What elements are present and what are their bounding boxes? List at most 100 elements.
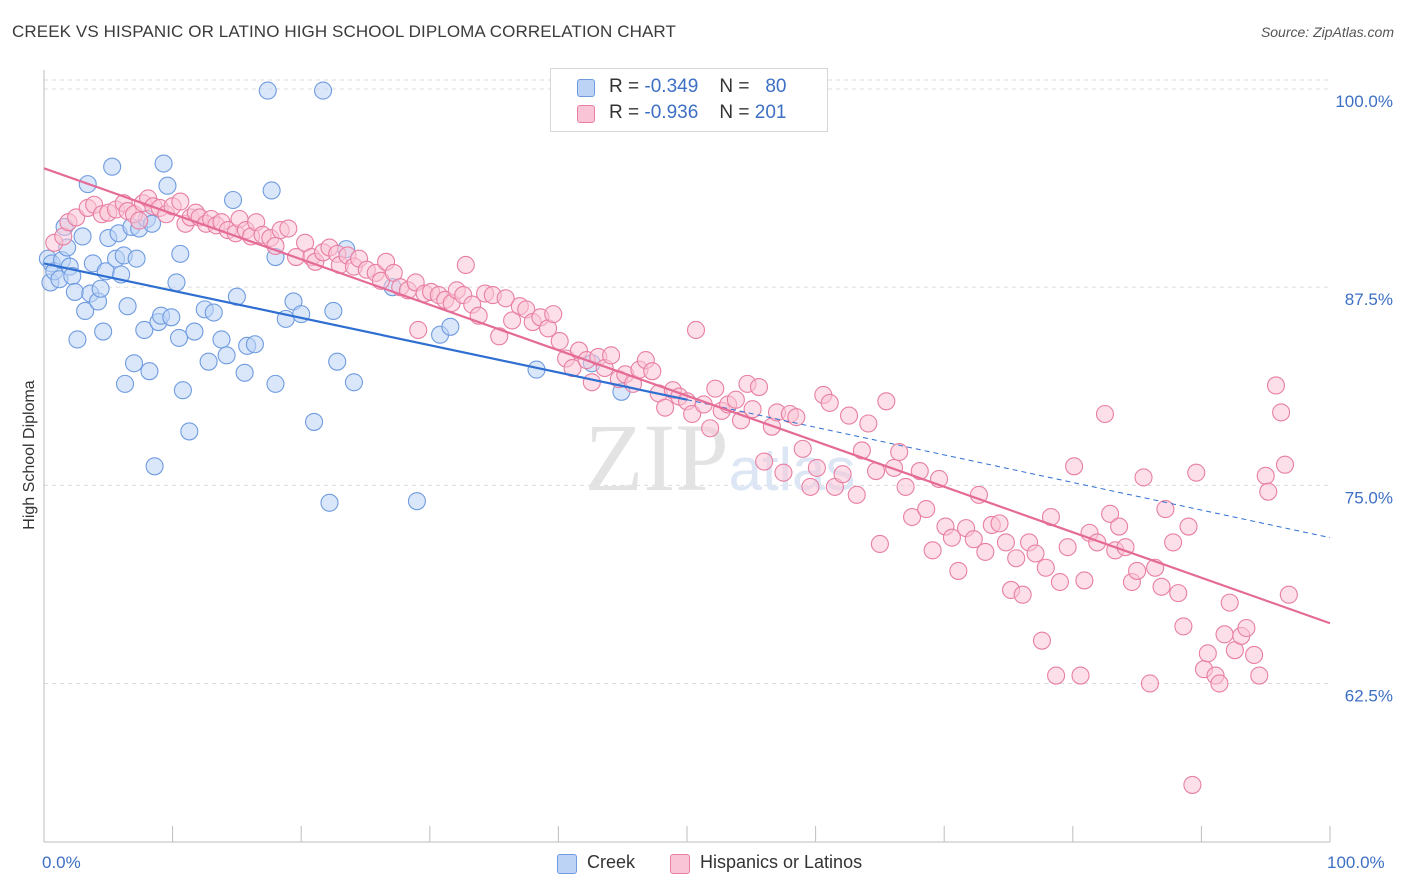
creek-point xyxy=(118,297,137,316)
hispanic-point xyxy=(755,452,774,471)
hispanic-point xyxy=(1152,577,1171,596)
y-tick-label: 87.5% xyxy=(1345,290,1393,309)
legend-r-label: R = xyxy=(609,76,640,97)
hispanic-point xyxy=(793,439,812,458)
hispanic-point xyxy=(820,393,839,412)
hispanic-point xyxy=(456,255,475,275)
creek-point xyxy=(185,322,204,341)
creek-point xyxy=(217,346,236,365)
hispanic-point xyxy=(1101,504,1120,523)
hispanic-point xyxy=(1169,584,1188,603)
legend: R = -0.349 N = 80 R = -0.936 N = 201 xyxy=(550,68,828,132)
hispanic-point xyxy=(877,392,896,411)
hispanic-point xyxy=(1036,558,1055,577)
hispanic-point xyxy=(1140,674,1160,693)
hispanic-point xyxy=(1058,538,1077,557)
hispanic-point xyxy=(1215,625,1234,644)
creek-point xyxy=(441,317,460,336)
creek-point xyxy=(344,373,363,392)
creek-point xyxy=(204,303,223,322)
legend-n-label: N = xyxy=(719,102,750,123)
chart-title: CREEK VS HISPANIC OR LATINO HIGH SCHOOL … xyxy=(12,22,676,41)
hispanic-point xyxy=(990,514,1009,533)
creek-point xyxy=(305,412,324,431)
hispanic-point xyxy=(1134,468,1153,487)
creek-point xyxy=(328,352,347,371)
creek-point xyxy=(180,422,199,441)
y-tick-label: 75.0% xyxy=(1345,488,1393,507)
hispanic-point xyxy=(1050,572,1069,592)
y-tick-label: 100.0% xyxy=(1335,92,1393,111)
creek-point xyxy=(262,181,281,200)
hispanic-point xyxy=(949,561,968,580)
legend-n-label: N = xyxy=(719,76,750,97)
hispanic-point xyxy=(1164,533,1183,552)
hispanic-point xyxy=(1272,403,1291,422)
creek-point xyxy=(65,282,84,301)
hispanic-point xyxy=(910,462,929,481)
hispanic-point xyxy=(890,442,909,462)
creek-point xyxy=(171,244,190,263)
bottom-legend-label-hispanic: Hispanics or Latinos xyxy=(700,852,863,872)
hispanic-point xyxy=(1198,644,1217,663)
hispanic-point xyxy=(550,332,569,351)
creek-point xyxy=(103,157,122,176)
legend-swatch-hispanic xyxy=(577,105,595,123)
series-creek-points xyxy=(38,81,631,512)
creek-point xyxy=(320,493,339,512)
creek-point xyxy=(199,352,218,371)
creek-point xyxy=(73,227,92,246)
creek-point xyxy=(135,320,154,340)
hispanic-point xyxy=(743,400,762,419)
creek-point xyxy=(154,154,173,173)
hispanic-point xyxy=(503,311,522,330)
hispanic-point xyxy=(839,406,859,425)
hispanic-point xyxy=(1032,631,1051,650)
creek-point xyxy=(235,363,254,382)
hispanic-point xyxy=(1279,585,1298,604)
hispanic-point xyxy=(1210,674,1229,693)
creek-point xyxy=(162,308,181,327)
creek-point xyxy=(115,374,135,393)
hispanic-point xyxy=(1256,466,1275,485)
hispanic-point xyxy=(1266,376,1286,395)
hispanic-point xyxy=(1095,404,1114,424)
creek-point xyxy=(245,335,264,354)
hispanic-point xyxy=(859,414,878,433)
hispanic-point xyxy=(1275,455,1295,474)
legend-r-label: R = xyxy=(609,102,640,123)
creek-point xyxy=(140,362,159,381)
hispanic-point xyxy=(490,327,509,346)
hispanic-point xyxy=(1245,645,1264,664)
hispanic-point xyxy=(923,541,942,560)
legend-r-value: -0.349 xyxy=(644,76,699,97)
hispanic-point xyxy=(787,408,806,427)
hispanic-point xyxy=(496,289,515,308)
hispanic-point xyxy=(643,362,662,381)
creek-point xyxy=(91,279,110,298)
hispanic-point xyxy=(130,211,149,230)
hispanic-point xyxy=(1026,544,1045,563)
axes xyxy=(43,70,1331,843)
bottom-legend-label-creek: Creek xyxy=(587,852,636,872)
hispanic-point xyxy=(870,534,889,554)
hispanic-point xyxy=(1075,571,1094,590)
creek-point xyxy=(158,176,177,195)
hispanic-point xyxy=(1220,593,1239,612)
hispanic-point xyxy=(1065,457,1084,476)
hispanic-point xyxy=(701,419,720,438)
hispanic-point xyxy=(1174,617,1193,636)
hispanic-point xyxy=(1071,666,1090,685)
x-tick-min: 0.0% xyxy=(42,853,81,872)
hispanic-point xyxy=(706,379,725,398)
hispanic-point xyxy=(544,305,563,324)
x-tick-max: 100.0% xyxy=(1327,853,1385,872)
hispanic-point xyxy=(774,463,793,482)
hispanic-point xyxy=(582,373,601,392)
bottom-legend-swatch-creek xyxy=(557,854,577,874)
hispanic-point xyxy=(602,346,621,365)
creek-point xyxy=(145,457,164,476)
hispanic-point xyxy=(1047,666,1066,685)
legend-swatch-creek xyxy=(577,79,595,97)
